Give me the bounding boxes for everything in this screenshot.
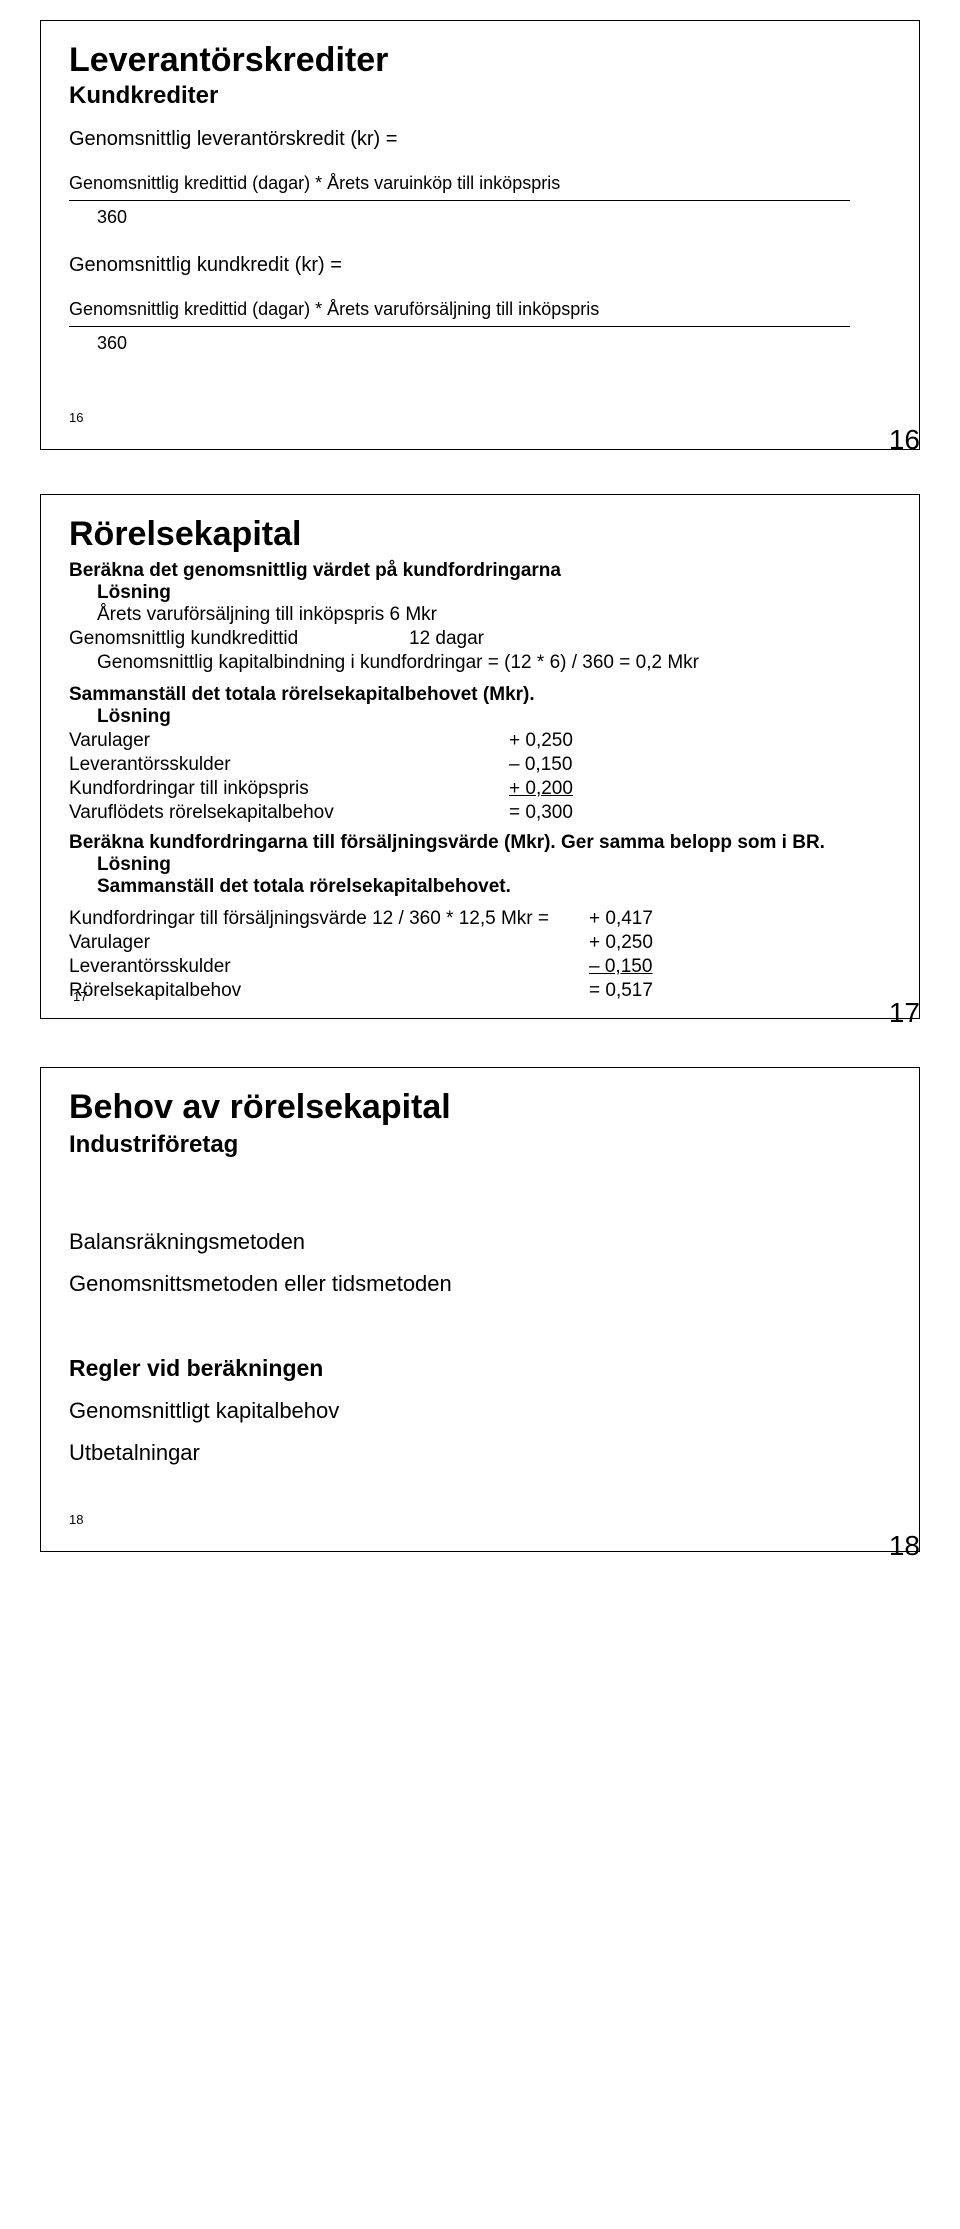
- panel1-title: Leverantörskrediter: [69, 41, 891, 80]
- r3-val: + 0,200: [509, 778, 629, 800]
- s2-val: + 0,250: [589, 932, 709, 954]
- row-kundford-forsaljning: Kundfordringar till försäljningsvärde 12…: [69, 908, 891, 930]
- panel-behov-rorelsekapital: Behov av rörelsekapital Industriföretag …: [40, 1067, 920, 1552]
- panel3-subtitle: Industriföretag: [69, 1131, 891, 1159]
- row-leverantorsskulder-2: Leverantörsskulder – 0,150: [69, 956, 891, 978]
- r4-label: Varuflödets rörelsekapitalbehov: [69, 802, 509, 824]
- panel2-l2a: Genomsnittlig kundkredittid: [69, 628, 409, 650]
- s4-label: Rörelsekapitalbehov: [69, 980, 589, 1002]
- panel-rorelsekapital: Rörelsekapital Beräkna det genomsnittlig…: [40, 494, 920, 1019]
- formula1-numerator: Genomsnittlig kredittid (dagar) * Årets …: [69, 173, 891, 194]
- formula1-lhs: Genomsnittlig leverantörskredit (kr) =: [69, 128, 891, 151]
- row-leverantorsskulder-1: Leverantörsskulder – 0,150: [69, 754, 891, 776]
- formula2-divider: [69, 326, 850, 327]
- panel2-title: Rörelsekapital: [69, 515, 891, 554]
- panel3-l3: Regler vid beräkningen: [69, 1355, 891, 1382]
- r3-label: Kundfordringar till inköpspris: [69, 778, 509, 800]
- s1-val: + 0,417: [589, 908, 709, 930]
- panel2-l1: Årets varuförsäljning till inköpspris 6 …: [97, 604, 891, 626]
- s3-val: – 0,150: [589, 956, 709, 978]
- panel2-losning-1: Lösning: [97, 582, 891, 604]
- r1-label: Varulager: [69, 730, 509, 752]
- row-rorelsekapitalbehov: Rörelsekapitalbehov = 0,517 17: [69, 980, 891, 1002]
- panel2-q1: Beräkna det genomsnittlig värdet på kund…: [69, 560, 891, 582]
- panel3-l5: Utbetalningar: [69, 1440, 891, 1466]
- panel2-losning-2: Lösning: [97, 706, 891, 728]
- panel2-l2b: 12 dagar: [409, 628, 484, 650]
- panel2-q4: Sammanställ det totala rörelsekapitalbeh…: [97, 876, 891, 898]
- formula1-divider: [69, 200, 850, 201]
- row-varuflodet: Varuflödets rörelsekapitalbehov = 0,300: [69, 802, 891, 824]
- s2-label: Varulager: [69, 932, 589, 954]
- panel2-slide-big: 17: [889, 997, 920, 1029]
- panel2-q2: Sammanställ det totala rörelsekapitalbeh…: [69, 684, 891, 706]
- panel2-q3: Beräkna kundfordringarna till försäljnin…: [69, 832, 849, 854]
- panel1-slide-small: 16: [69, 410, 83, 425]
- panel3-l2: Genomsnittsmetoden eller tidsmetoden: [69, 1271, 891, 1297]
- s3-label: Leverantörsskulder: [69, 956, 589, 978]
- r4-val: = 0,300: [509, 802, 629, 824]
- panel3-slide-big: 18: [889, 1530, 920, 1562]
- panel2-l3: Genomsnittlig kapitalbindning i kundford…: [97, 652, 891, 674]
- s4-val: = 0,517: [589, 980, 709, 1002]
- panel-leverantorskrediter: Leverantörskrediter Kundkrediter Genomsn…: [40, 20, 920, 450]
- row-varulager-2: Varulager + 0,250: [69, 932, 891, 954]
- r2-val: – 0,150: [509, 754, 629, 776]
- panel1-subtitle: Kundkrediter: [69, 82, 891, 110]
- formula2-lhs: Genomsnittlig kundkredit (kr) =: [69, 254, 891, 277]
- formula2-denominator: 360: [97, 333, 891, 354]
- formula2-numerator: Genomsnittlig kredittid (dagar) * Årets …: [69, 299, 891, 320]
- formula1-denominator: 360: [97, 207, 891, 228]
- panel3-slide-small: 18: [69, 1512, 83, 1527]
- panel2-slide-small: 17: [73, 989, 87, 1004]
- panel1-slide-big: 16: [889, 424, 920, 456]
- r1-val: + 0,250: [509, 730, 629, 752]
- row-varulager-1: Varulager + 0,250: [69, 730, 891, 752]
- panel3-l4: Genomsnittligt kapitalbehov: [69, 1398, 891, 1424]
- row-kundfordringar-inkop: Kundfordringar till inköpspris + 0,200: [69, 778, 891, 800]
- panel3-title: Behov av rörelsekapital: [69, 1088, 891, 1127]
- panel2-losning-3: Lösning: [97, 854, 891, 876]
- panel3-l1: Balansräkningsmetoden: [69, 1229, 891, 1255]
- panel2-l2: Genomsnittlig kundkredittid 12 dagar: [69, 628, 891, 650]
- r2-label: Leverantörsskulder: [69, 754, 509, 776]
- s1-label: Kundfordringar till försäljningsvärde 12…: [69, 908, 589, 930]
